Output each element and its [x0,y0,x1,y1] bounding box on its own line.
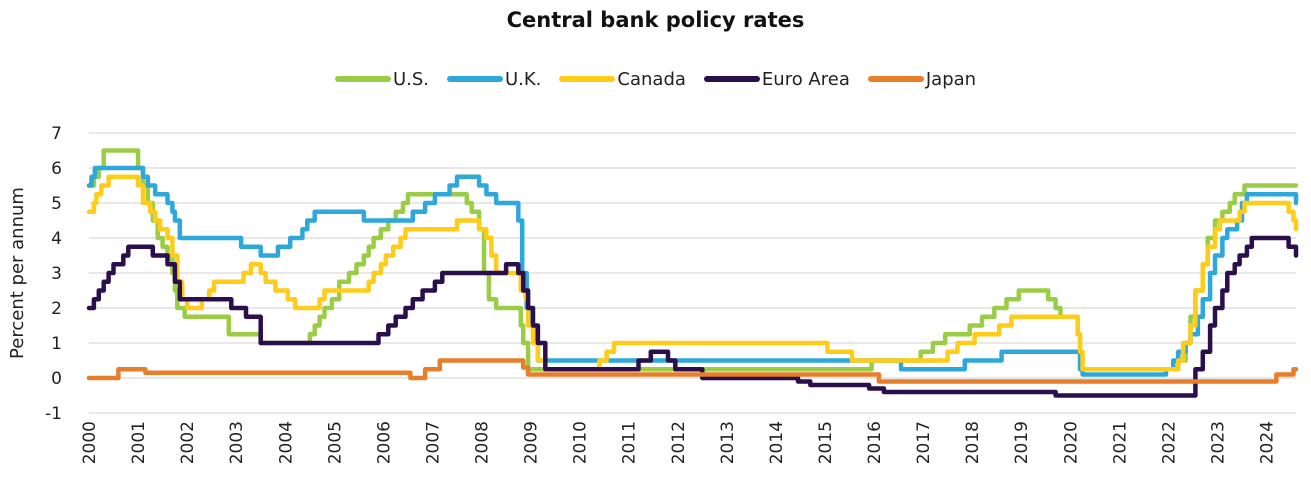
x-tick-label: 2001 [129,421,149,464]
legend-item: Canada [559,69,686,90]
y-tick-label: -1 [45,404,62,424]
series-line-canada [86,174,1299,372]
x-tick-label: 2000 [80,421,100,464]
legend-item: U.S. [334,68,429,90]
x-tick-label: 2020 [1061,421,1081,464]
legend-swatch [334,76,391,82]
legend-swatch [559,76,616,82]
x-tick-label: 2008 [473,421,493,464]
x-tick-label: 2004 [276,421,296,464]
x-tick-label: 2010 [571,421,591,464]
x-tick-label: 2023 [1208,421,1228,464]
series-line-euro-area [86,235,1299,398]
x-tick-label: 2014 [767,421,787,464]
legend-item: Japan [867,68,977,90]
x-tick-label: 2007 [423,421,443,464]
x-tick-label: 2019 [1012,421,1032,464]
x-tick-label: 2024 [1258,421,1278,464]
series-lines [86,148,1299,398]
legend-swatch [703,76,760,82]
y-tick-label: 6 [51,159,62,179]
x-tick-label: 2002 [178,421,198,464]
y-axis-title: Percent per annum [7,187,28,359]
y-axis-ticks: 7 6 5 4 3 2 1 0 -1 [45,124,62,424]
x-tick-label: 2005 [325,421,345,464]
gridlines [89,132,1296,414]
x-tick-label: 2015 [816,421,836,464]
series-line-u-s [86,148,1299,372]
y-tick-label: 0 [51,369,62,389]
legend-item: Euro Area [703,68,850,90]
y-tick-label: 5 [51,194,62,214]
y-tick-label: 2 [51,299,62,319]
series-line-u-k [86,165,1299,377]
y-tick-label: 3 [51,264,62,284]
x-tick-label: 2009 [522,421,542,464]
legend-item: U.K. [446,68,542,90]
x-axis-ticks: 2000 2001 2002 2003 2004 2005 2006 2007 2008 2009… [80,421,1278,464]
x-tick-label: 2016 [865,421,885,464]
x-tick-label: 2017 [914,421,934,464]
legend-label: U.K. [504,68,542,90]
x-tick-label: 2021 [1110,421,1130,464]
y-tick-label: 4 [51,229,62,249]
legend-label: Japan [925,68,977,90]
legend-label: Canada [617,68,686,90]
legend-swatch [867,76,924,82]
x-tick-label: 2022 [1159,421,1179,464]
legend: U.S. U.K. Canada Euro Area Japan [0,66,1311,90]
legend-label: Euro Area [761,68,850,90]
legend-label: U.S. [392,68,429,90]
x-tick-label: 2011 [620,421,640,464]
series-line-japan [86,358,1299,384]
y-tick-label: 1 [51,334,62,354]
x-tick-label: 2006 [374,421,394,464]
x-tick-label: 2018 [963,421,983,464]
chart-title: Central bank policy rates [506,8,805,32]
x-tick-label: 2013 [718,421,738,464]
legend-swatch [446,76,503,82]
y-tick-label: 7 [51,124,62,144]
x-tick-label: 2012 [669,421,689,464]
x-tick-label: 2003 [227,421,247,464]
